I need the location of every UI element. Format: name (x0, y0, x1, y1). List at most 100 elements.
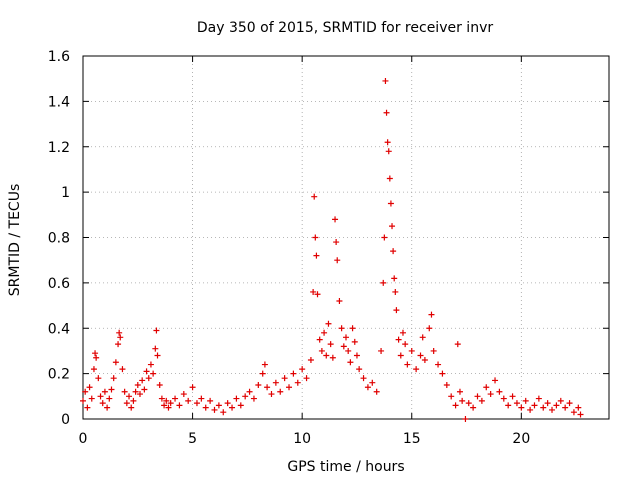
data-point (570, 409, 577, 416)
data-point (189, 384, 196, 391)
data-point (176, 402, 183, 409)
data-point (101, 388, 108, 395)
data-point (562, 404, 569, 411)
data-point (393, 307, 400, 314)
data-point (426, 325, 433, 332)
data-point (492, 377, 499, 384)
data-point (116, 329, 123, 336)
data-point (117, 334, 124, 341)
data-point (312, 234, 319, 241)
data-point (417, 352, 424, 359)
data-point (93, 354, 100, 361)
data-point (353, 352, 360, 359)
y-tick-label: 0.8 (48, 231, 70, 247)
data-point (513, 400, 520, 407)
data-point (439, 370, 446, 377)
data-point (134, 381, 141, 388)
data-point (220, 409, 227, 416)
data-point (163, 397, 170, 404)
data-point (443, 381, 450, 388)
data-point (161, 402, 168, 409)
data-point (311, 193, 318, 200)
data-point (483, 384, 490, 391)
data-point (340, 343, 347, 350)
data-point (126, 393, 133, 400)
data-point (373, 388, 380, 395)
data-point (264, 384, 271, 391)
data-point (121, 388, 128, 395)
y-tick-label: 0.4 (48, 321, 70, 337)
data-point (435, 361, 442, 368)
data-point (360, 375, 367, 382)
y-tick-label: 1.6 (48, 49, 70, 65)
data-point (336, 298, 343, 305)
data-point (97, 393, 104, 400)
data-point (345, 347, 352, 354)
data-point (391, 275, 398, 282)
y-tick-label: 1 (61, 185, 70, 201)
data-point (496, 388, 503, 395)
data-point (553, 402, 560, 409)
data-point (112, 359, 119, 366)
data-point (474, 393, 481, 400)
data-point (402, 341, 409, 348)
data-point (347, 359, 354, 366)
data-point (207, 397, 214, 404)
data-point (332, 216, 339, 223)
x-tick-label: 5 (188, 431, 197, 447)
data-point-layer (80, 77, 584, 422)
data-point (321, 329, 328, 336)
y-axis-label: SRMTID / TECUs (7, 184, 23, 297)
data-point (261, 361, 268, 368)
data-point (115, 341, 122, 348)
data-point (145, 375, 152, 382)
tick-layer: 0 5 10 15 20 0 0.2 0.4 0.6 0.8 1 1.2 1.4 1.6 (48, 49, 609, 447)
data-point (518, 404, 525, 411)
data-point (392, 288, 399, 295)
x-axis-label: GPS time / hours (287, 459, 404, 475)
data-point (397, 352, 404, 359)
y-tick-label: 1.4 (48, 94, 70, 110)
data-point (80, 397, 86, 404)
data-point (535, 395, 542, 402)
data-point (180, 391, 187, 398)
data-point (92, 350, 99, 357)
data-point (566, 400, 573, 407)
data-point (470, 404, 477, 411)
data-point (136, 391, 143, 398)
data-point (408, 347, 415, 354)
chart-title: Day 350 of 2015, SRMTID for receiver inv… (197, 20, 493, 36)
data-point (487, 391, 494, 398)
data-point (88, 395, 95, 402)
data-point (540, 404, 547, 411)
data-point (378, 347, 385, 354)
data-point (421, 357, 428, 364)
data-point (314, 291, 321, 298)
data-point (327, 341, 334, 348)
data-point (139, 377, 146, 384)
data-point (153, 327, 160, 334)
data-point (167, 400, 174, 407)
data-point (500, 395, 507, 402)
data-point (428, 311, 435, 318)
data-point (272, 379, 279, 386)
data-point (323, 352, 330, 359)
data-point (577, 411, 584, 418)
data-point (255, 381, 262, 388)
data-point (380, 279, 387, 286)
data-point (430, 347, 437, 354)
data-point (95, 375, 102, 382)
data-point (143, 368, 150, 375)
data-point (387, 200, 394, 207)
x-tick-label: 20 (512, 431, 530, 447)
data-point (318, 347, 325, 354)
data-point (329, 354, 336, 361)
data-point (152, 345, 159, 352)
data-point (119, 366, 126, 373)
data-point (390, 248, 397, 255)
data-point (338, 325, 345, 332)
data-point (215, 402, 222, 409)
x-tick-label: 0 (79, 431, 88, 447)
data-point (233, 395, 240, 402)
x-tick-label: 15 (403, 431, 421, 447)
